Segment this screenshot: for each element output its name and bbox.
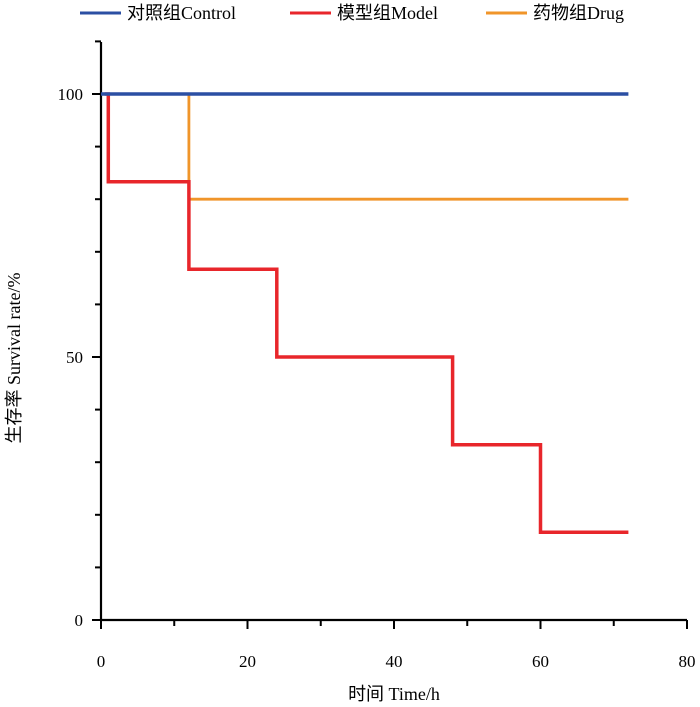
y-axis-title: 生存率 Survival rate/%: [4, 273, 24, 444]
legend-label: 模型组Model: [337, 3, 438, 23]
axes: 0 50 100 0 20 40 60 80: [58, 40, 696, 671]
x-tick-label: 80: [679, 652, 696, 671]
y-tick-label: 50: [66, 348, 83, 367]
legend-label: 药物组Drug: [533, 3, 624, 23]
series-line-1: [104, 92, 629, 534]
legend-label: 对照组Control: [127, 3, 236, 23]
x-tick-label: 40: [386, 652, 403, 671]
series-group: [101, 92, 629, 534]
series-line-2: [187, 94, 629, 201]
y-tick-label: 100: [58, 85, 84, 104]
legend: 对照组Control 模型组Model 药物组Drug: [80, 3, 624, 23]
x-axis-title: 时间 Time/h: [348, 684, 440, 704]
x-tick-label: 20: [239, 652, 256, 671]
x-tick-label: 0: [97, 652, 106, 671]
x-tick-label: 60: [532, 652, 549, 671]
y-tick-label: 0: [75, 611, 84, 630]
